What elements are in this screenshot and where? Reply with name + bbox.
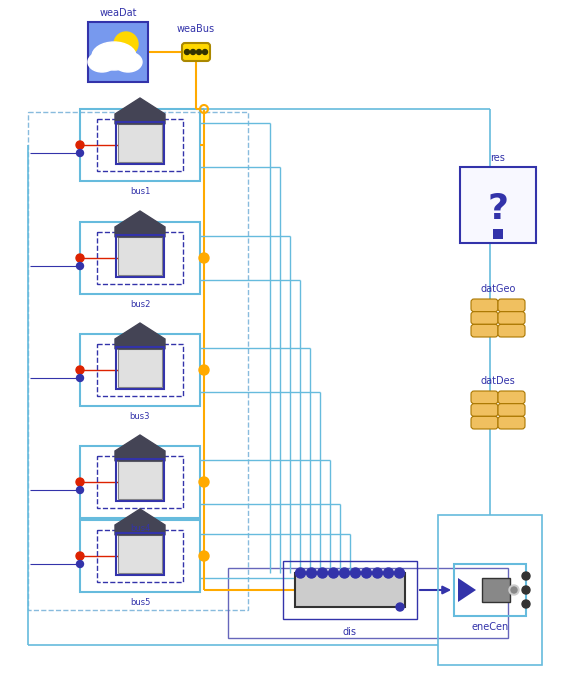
Circle shape <box>395 568 404 578</box>
Circle shape <box>199 365 209 375</box>
Circle shape <box>351 568 360 578</box>
Polygon shape <box>458 578 476 602</box>
Ellipse shape <box>88 52 116 72</box>
Text: weaDat: weaDat <box>100 8 137 18</box>
Circle shape <box>76 366 84 374</box>
FancyBboxPatch shape <box>182 43 210 61</box>
FancyBboxPatch shape <box>118 237 162 275</box>
Circle shape <box>296 568 305 578</box>
Circle shape <box>185 49 189 54</box>
FancyBboxPatch shape <box>498 299 525 312</box>
Ellipse shape <box>92 42 136 70</box>
FancyBboxPatch shape <box>471 391 498 403</box>
Circle shape <box>396 603 404 611</box>
FancyBboxPatch shape <box>118 349 162 387</box>
FancyBboxPatch shape <box>498 403 525 416</box>
FancyBboxPatch shape <box>498 312 525 324</box>
Text: bus1: bus1 <box>130 187 150 196</box>
Circle shape <box>522 586 530 594</box>
Text: weaBus: weaBus <box>177 24 215 34</box>
Circle shape <box>77 374 84 382</box>
Circle shape <box>307 568 316 578</box>
Text: datDes: datDes <box>480 376 515 386</box>
FancyBboxPatch shape <box>295 573 405 607</box>
FancyBboxPatch shape <box>498 324 525 337</box>
Circle shape <box>77 487 84 494</box>
FancyBboxPatch shape <box>498 391 525 403</box>
Polygon shape <box>115 435 165 461</box>
Text: ?: ? <box>487 192 509 226</box>
Circle shape <box>77 561 84 567</box>
FancyBboxPatch shape <box>471 416 498 429</box>
Circle shape <box>77 150 84 157</box>
Circle shape <box>199 477 209 487</box>
FancyBboxPatch shape <box>118 124 162 162</box>
FancyBboxPatch shape <box>88 22 148 82</box>
Circle shape <box>114 32 138 56</box>
FancyBboxPatch shape <box>498 416 525 429</box>
Circle shape <box>190 49 196 54</box>
Circle shape <box>328 568 339 578</box>
Circle shape <box>76 254 84 262</box>
Polygon shape <box>115 323 165 349</box>
Circle shape <box>199 551 209 561</box>
Circle shape <box>199 253 209 263</box>
Text: bus3: bus3 <box>130 412 150 421</box>
Circle shape <box>202 49 208 54</box>
Circle shape <box>383 568 394 578</box>
FancyBboxPatch shape <box>493 229 503 239</box>
Text: eneCen: eneCen <box>471 622 509 632</box>
FancyBboxPatch shape <box>460 167 536 243</box>
Text: bus4: bus4 <box>130 524 150 533</box>
Circle shape <box>340 568 349 578</box>
FancyBboxPatch shape <box>482 578 510 602</box>
Circle shape <box>76 478 84 486</box>
Polygon shape <box>115 98 165 124</box>
Circle shape <box>317 568 328 578</box>
Circle shape <box>509 585 519 595</box>
FancyBboxPatch shape <box>471 403 498 416</box>
Circle shape <box>76 141 84 149</box>
Text: bus5: bus5 <box>130 598 150 607</box>
FancyBboxPatch shape <box>118 535 162 573</box>
Circle shape <box>522 600 530 608</box>
Polygon shape <box>115 211 165 237</box>
Ellipse shape <box>114 52 142 72</box>
Circle shape <box>77 262 84 269</box>
Text: datGeo: datGeo <box>480 284 516 294</box>
Text: res: res <box>491 153 506 163</box>
Circle shape <box>76 552 84 560</box>
FancyBboxPatch shape <box>471 299 498 312</box>
Circle shape <box>522 572 530 580</box>
Circle shape <box>362 568 371 578</box>
Text: dis: dis <box>343 627 357 637</box>
Circle shape <box>197 49 201 54</box>
FancyBboxPatch shape <box>471 324 498 337</box>
Polygon shape <box>115 509 165 535</box>
Text: bus2: bus2 <box>130 300 150 309</box>
FancyBboxPatch shape <box>471 312 498 324</box>
Circle shape <box>372 568 383 578</box>
Circle shape <box>511 587 517 593</box>
FancyBboxPatch shape <box>118 461 162 499</box>
